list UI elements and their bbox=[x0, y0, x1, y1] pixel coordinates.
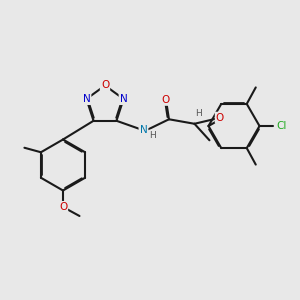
Text: O: O bbox=[216, 113, 224, 123]
Text: O: O bbox=[162, 95, 170, 105]
Text: N: N bbox=[140, 125, 147, 135]
Text: O: O bbox=[101, 80, 109, 91]
Text: H: H bbox=[195, 109, 201, 118]
Text: N: N bbox=[120, 94, 128, 104]
Text: H: H bbox=[149, 131, 156, 140]
Text: N: N bbox=[82, 94, 90, 104]
Text: Cl: Cl bbox=[277, 121, 287, 131]
Text: O: O bbox=[59, 202, 67, 212]
